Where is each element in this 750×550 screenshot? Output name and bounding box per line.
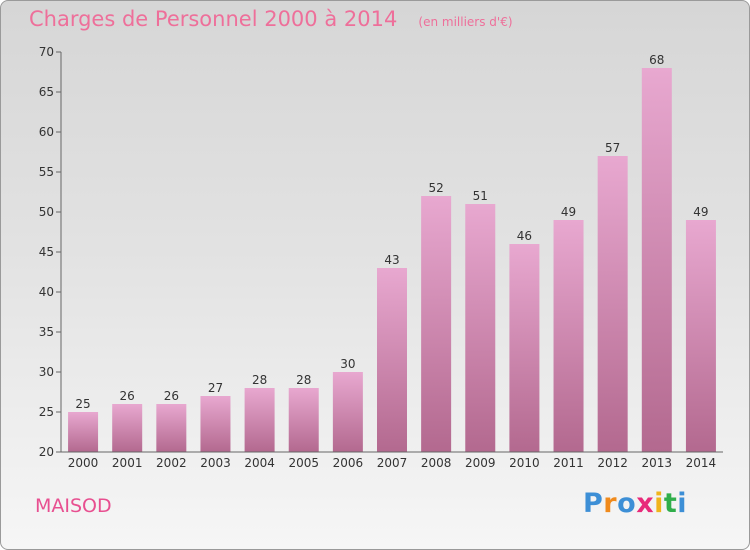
y-tick-label-20: 20: [39, 445, 54, 459]
y-tick-label-60: 60: [39, 125, 54, 139]
logo-letter-2: o: [617, 488, 637, 519]
y-tick-label-25: 25: [39, 405, 54, 419]
y-tick-label-65: 65: [39, 85, 54, 99]
value-label-2005: 28: [296, 373, 311, 387]
bar-2002: [156, 404, 187, 452]
x-tick-label-2000: 2000: [68, 456, 99, 470]
bar-2004: [244, 388, 275, 452]
bar-2009: [465, 204, 496, 452]
bar-2011: [553, 220, 584, 452]
x-tick-label-2008: 2008: [421, 456, 452, 470]
bar-2010: [509, 244, 540, 452]
proxiti-logo[interactable]: Proxiti: [583, 488, 687, 519]
x-tick-label-2006: 2006: [333, 456, 364, 470]
bar-2014: [685, 220, 716, 452]
value-label-2008: 52: [428, 181, 443, 195]
logo-letter-3: x: [636, 488, 655, 519]
value-label-2007: 43: [384, 253, 399, 267]
logo-letter-4: i: [654, 488, 664, 519]
value-label-2014: 49: [693, 205, 708, 219]
bar-2005: [288, 388, 319, 452]
bars-group: 25 26 26 27 28 28 30 43 52 51 46 49 57 68 49: [68, 53, 716, 452]
x-tick-label-2003: 2003: [200, 456, 231, 470]
chart-subtitle: (en milliers d'€): [418, 15, 513, 29]
logo-letter-0: P: [583, 488, 604, 519]
value-label-2000: 25: [75, 397, 90, 411]
logo-letter-1: r: [603, 488, 618, 519]
value-label-2011: 49: [561, 205, 576, 219]
x-tick-label-2001: 2001: [112, 456, 143, 470]
x-tick-label-2002: 2002: [156, 456, 187, 470]
y-tick-label-55: 55: [39, 165, 54, 179]
bar-2006: [332, 372, 363, 452]
logo-letter-6: i: [677, 488, 688, 519]
bar-2012: [597, 156, 628, 452]
value-label-2003: 27: [208, 381, 223, 395]
bar-2007: [377, 268, 407, 452]
y-tick-label-35: 35: [39, 325, 54, 339]
y-tick-label-50: 50: [39, 205, 54, 219]
bar-2013: [641, 68, 672, 452]
value-label-2010: 46: [517, 229, 532, 243]
x-tick-label-2010: 2010: [509, 456, 540, 470]
value-label-2012: 57: [605, 141, 620, 155]
y-tick-label-70: 70: [39, 45, 54, 59]
y-tick-label-30: 30: [39, 365, 54, 379]
chart-title: Charges de Personnel 2000 à 2014: [29, 7, 398, 31]
value-label-2004: 28: [252, 373, 267, 387]
x-tick-label-2009: 2009: [465, 456, 496, 470]
value-label-2006: 30: [340, 357, 355, 371]
value-label-2001: 26: [120, 389, 135, 403]
place-name: MAISOD: [35, 495, 112, 517]
y-tick-label-45: 45: [39, 245, 54, 259]
title-row: Charges de Personnel 2000 à 2014 (en mil…: [29, 7, 513, 31]
bar-2008: [421, 196, 452, 452]
x-tick-label-2014: 2014: [686, 456, 717, 470]
value-label-2009: 51: [473, 189, 488, 203]
bar-2001: [112, 404, 143, 452]
x-tick-label-2013: 2013: [642, 456, 673, 470]
x-tick-label-2005: 2005: [288, 456, 319, 470]
axes-group: 2000 2001 2002 2003 2004 2005 2006 2007 2008 2009…: [39, 45, 723, 470]
x-tick-label-2004: 2004: [244, 456, 275, 470]
x-tick-label-2011: 2011: [553, 456, 584, 470]
bar-2000: [68, 412, 99, 452]
value-label-2013: 68: [649, 53, 664, 67]
bar-2003: [200, 396, 231, 452]
value-label-2002: 26: [164, 389, 179, 403]
y-tick-label-40: 40: [39, 285, 54, 299]
x-tick-label-2007: 2007: [377, 456, 408, 470]
x-tick-label-2012: 2012: [597, 456, 628, 470]
logo-letter-5: t: [663, 488, 678, 519]
